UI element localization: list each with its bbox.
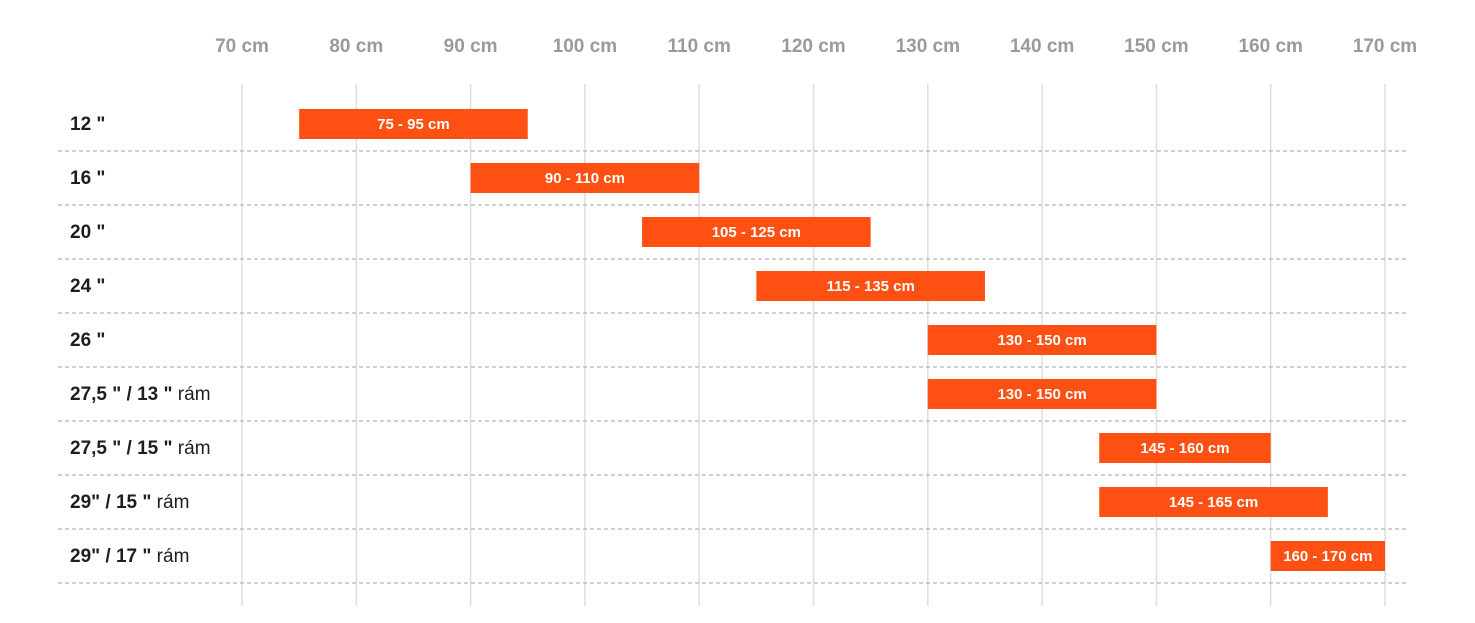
x-tick-label: 130 cm [896,36,960,57]
x-tick-label: 110 cm [667,36,730,57]
range-bar [927,325,1157,355]
x-tick-label: 160 cm [1238,36,1302,57]
row-label: 27,5 " / 13 " rám [70,384,211,405]
horizontal-gridlines [58,150,1408,584]
range-bars: 75 - 95 cm 90 - 110 cm 105 - 125 cm 115 - 1… [299,109,1385,571]
vertical-gridlines [241,84,1386,606]
x-tick-label: 140 cm [1010,36,1074,57]
row-label: 16 " [70,168,105,189]
range-bar [1099,487,1328,517]
x-axis-ticks: 70 cm 80 cm 90 cm 100 cm 110 cm 120 cm 130 cm 1… [215,36,1417,57]
row-label: 24 " [70,276,105,297]
range-bar [299,109,528,139]
range-bar [756,271,985,301]
row-label: 26 " [70,330,105,351]
bar-value-label: 145 - 165 cm [1169,494,1258,511]
row-label: 12 " [70,114,105,135]
row-label: 29" / 15 " rám [70,492,189,513]
bar-value-label: 160 - 170 cm [1283,548,1372,565]
range-bar [642,217,871,247]
bar-value-label: 115 - 135 cm [826,278,914,295]
bar-value-label: 105 - 125 cm [712,224,801,241]
x-tick-label: 80 cm [329,36,383,57]
bar-value-label: 90 - 110 cm [545,170,625,187]
x-tick-label: 120 cm [781,36,845,57]
x-tick-label: 100 cm [553,36,617,57]
row-label: 29" / 17 " rám [70,546,189,567]
x-tick-label: 70 cm [215,36,269,57]
range-bar [1099,433,1271,463]
x-tick-label: 150 cm [1124,36,1188,57]
bar-value-label: 130 - 150 cm [997,332,1086,349]
row-label: 20 " [70,222,105,243]
row-labels: 12 " 16 " 20 " 24 " 26 " 27,5 " / 13 " rám 27,… [70,114,211,567]
x-tick-label: 90 cm [444,36,498,57]
bar-value-label: 75 - 95 cm [377,116,450,133]
range-bar [470,163,700,193]
x-tick-label: 170 cm [1353,36,1417,57]
bar-value-label: 145 - 160 cm [1140,440,1229,457]
row-label: 27,5 " / 15 " rám [70,438,211,459]
range-bar [927,379,1157,409]
range-bar [1270,541,1385,571]
bar-value-label: 130 - 150 cm [997,386,1086,403]
